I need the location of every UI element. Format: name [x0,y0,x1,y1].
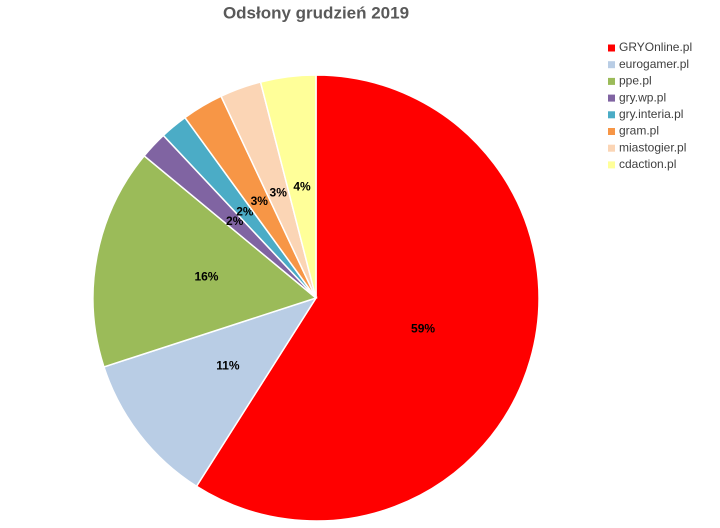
legend-label: ppe.pl [619,74,652,88]
legend-swatch [608,144,615,152]
pie-slice [92,154,318,368]
data-label: 16% [194,269,218,283]
pie-slice [259,74,317,299]
pie-slice [102,296,318,488]
data-label: 59% [411,321,435,335]
data-label: 3% [251,194,269,208]
legend-swatch [608,111,615,119]
legend-swatch [608,61,615,69]
legend-swatch [608,128,615,135]
data-label: 4% [293,180,311,194]
legend-swatch [608,44,615,52]
chart-title: Odsłony grudzień 2019 [223,3,409,22]
legend-label: gram.pl [619,124,659,138]
legend-swatch [608,94,615,102]
data-label: 11% [216,359,240,373]
legend-label: gry.interia.pl [619,107,683,121]
pie-slice [195,74,540,522]
legend-label: cdaction.pl [619,157,676,171]
legend-label: miastogier.pl [619,140,686,154]
legend-swatch [608,77,615,85]
legend-label: gry.wp.pl [619,90,666,104]
legend-label: eurogamer.pl [619,57,689,71]
legend-swatch [608,161,615,169]
legend-label: GRYOnline.pl [619,40,692,54]
data-label: 3% [270,185,288,199]
